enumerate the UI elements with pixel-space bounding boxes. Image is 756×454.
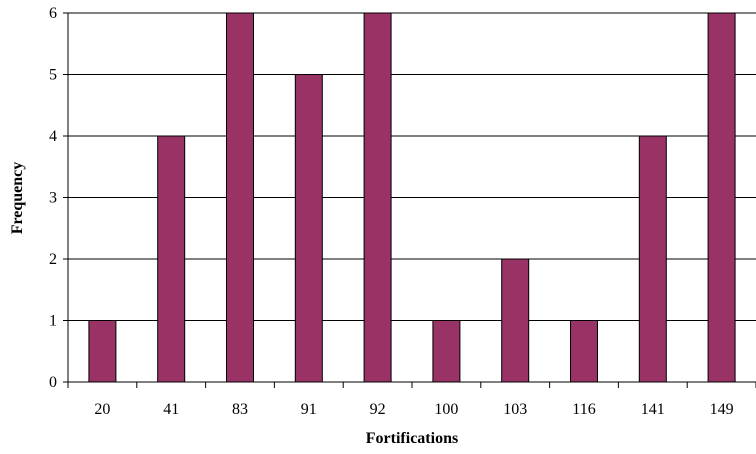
y-tick-label: 6 [49, 5, 57, 22]
bar [88, 320, 117, 383]
x-axis-title: Fortifications [366, 430, 458, 447]
y-tick-label: 4 [49, 128, 57, 145]
y-tick-label: 5 [49, 67, 57, 84]
y-tick-label: 0 [49, 374, 57, 391]
y-tick-label: 3 [49, 190, 57, 207]
x-tick-label: 92 [370, 401, 386, 418]
x-tick-label: 116 [572, 401, 595, 418]
bar [363, 12, 392, 383]
axes [63, 12, 756, 388]
x-tick-label: 149 [710, 401, 734, 418]
bar [570, 320, 598, 383]
y-axis-title: Frequency [9, 162, 26, 235]
bars [88, 12, 736, 383]
bar [638, 135, 667, 383]
x-tick-label: 100 [434, 401, 458, 418]
x-tick-label: 141 [641, 401, 665, 418]
x-tick-label: 41 [163, 401, 179, 418]
x-tick-label: 20 [94, 401, 110, 418]
y-tick-label: 2 [49, 251, 57, 268]
x-tick-label: 103 [503, 401, 527, 418]
bar [501, 258, 530, 383]
x-tick-label: 91 [301, 401, 317, 418]
x-tick-label: 83 [232, 401, 248, 418]
y-tick-label: 1 [49, 313, 57, 330]
bar [432, 320, 461, 383]
y-tick-labels: 0 1 2 3 4 5 6 [49, 5, 57, 391]
bar [157, 135, 186, 383]
bar [226, 12, 254, 383]
bar [707, 12, 736, 383]
bar [294, 74, 323, 383]
x-tick-labels: 20 41 83 91 92 100 103 116 141 149 [94, 401, 733, 418]
